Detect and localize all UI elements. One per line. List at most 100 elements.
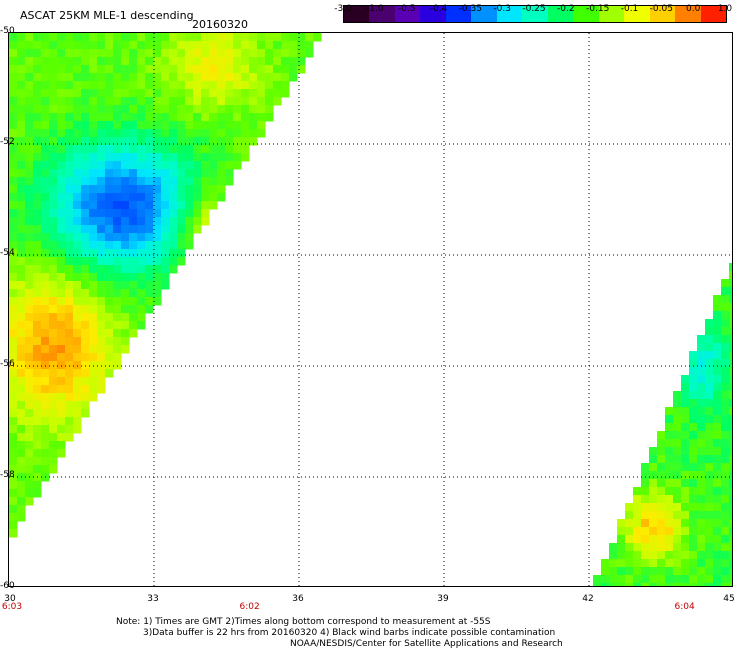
data-cell bbox=[129, 57, 138, 66]
data-cell bbox=[33, 129, 42, 138]
data-cell bbox=[137, 241, 146, 250]
data-cell bbox=[105, 369, 114, 378]
data-cell bbox=[81, 393, 90, 402]
data-cell bbox=[665, 439, 674, 448]
data-cell bbox=[601, 567, 610, 576]
data-cell bbox=[697, 415, 706, 424]
data-cell bbox=[705, 391, 714, 400]
data-cell bbox=[713, 295, 722, 304]
data-cell bbox=[17, 201, 26, 210]
data-cell bbox=[201, 169, 210, 178]
data-cell bbox=[73, 137, 82, 146]
data-cell bbox=[705, 583, 714, 586]
data-cell bbox=[649, 583, 658, 586]
data-cell bbox=[97, 137, 106, 146]
data-cell bbox=[241, 33, 250, 42]
data-cell bbox=[9, 105, 18, 114]
data-cell bbox=[17, 153, 26, 162]
data-cell bbox=[193, 177, 202, 186]
data-cell bbox=[153, 249, 162, 258]
data-cell bbox=[81, 49, 90, 58]
data-cell bbox=[713, 463, 722, 472]
data-cell bbox=[57, 377, 66, 386]
data-cell bbox=[265, 73, 274, 82]
data-cell bbox=[265, 81, 274, 90]
data-cell bbox=[713, 495, 722, 504]
data-cell bbox=[705, 543, 714, 552]
data-cell bbox=[673, 447, 682, 456]
data-cell bbox=[89, 209, 98, 218]
data-cell bbox=[665, 551, 674, 560]
data-cell bbox=[185, 169, 194, 178]
data-cell bbox=[697, 487, 706, 496]
data-cell bbox=[105, 89, 114, 98]
data-cell bbox=[721, 399, 730, 408]
data-cell bbox=[49, 113, 58, 122]
data-cell bbox=[89, 161, 98, 170]
data-cell bbox=[105, 257, 114, 266]
data-cell bbox=[49, 465, 58, 474]
data-cell bbox=[297, 41, 306, 50]
data-cell bbox=[697, 551, 706, 560]
data-cell bbox=[137, 113, 146, 122]
data-cell bbox=[657, 575, 666, 584]
data-cell bbox=[689, 399, 698, 408]
data-cell bbox=[97, 249, 106, 258]
data-cell bbox=[89, 201, 98, 210]
data-cell bbox=[105, 201, 114, 210]
data-cell bbox=[81, 129, 90, 138]
data-cell bbox=[65, 393, 74, 402]
data-cell bbox=[81, 345, 90, 354]
data-cell bbox=[33, 481, 42, 490]
colorbar-segment bbox=[649, 6, 676, 22]
data-cell bbox=[73, 41, 82, 50]
data-cell bbox=[65, 57, 74, 66]
data-cell bbox=[41, 329, 50, 338]
data-cell bbox=[641, 479, 650, 488]
data-cell bbox=[657, 495, 666, 504]
data-cell bbox=[209, 57, 218, 66]
data-cell bbox=[17, 65, 26, 74]
data-cell bbox=[9, 449, 18, 458]
data-cell bbox=[129, 273, 138, 282]
data-cell bbox=[169, 137, 178, 146]
data-cell bbox=[233, 81, 242, 90]
data-cell bbox=[49, 369, 58, 378]
data-cell bbox=[113, 129, 122, 138]
data-cell bbox=[161, 217, 170, 226]
data-cell bbox=[113, 121, 122, 130]
data-cell bbox=[121, 313, 130, 322]
data-cell bbox=[25, 265, 34, 274]
data-cell bbox=[705, 487, 714, 496]
data-cell bbox=[681, 455, 690, 464]
data-cell bbox=[89, 265, 98, 274]
data-cell bbox=[41, 185, 50, 194]
data-cell bbox=[41, 265, 50, 274]
data-cell bbox=[129, 105, 138, 114]
data-cell bbox=[17, 353, 26, 362]
data-cell bbox=[25, 297, 34, 306]
data-cell bbox=[713, 527, 722, 536]
data-cell bbox=[97, 129, 106, 138]
data-cell bbox=[73, 257, 82, 266]
colorbar-tick-label: -0.5 bbox=[397, 4, 416, 14]
lon-tick-label: 30 bbox=[4, 594, 16, 604]
data-cell bbox=[33, 449, 42, 458]
data-cell bbox=[713, 335, 722, 344]
data-cell bbox=[25, 201, 34, 210]
time-label: 6:02 bbox=[239, 602, 260, 612]
data-cell bbox=[57, 41, 66, 50]
data-cell bbox=[305, 49, 314, 58]
data-cell bbox=[249, 105, 258, 114]
data-cell bbox=[225, 137, 234, 146]
data-cell bbox=[49, 65, 58, 74]
data-cell bbox=[65, 137, 74, 146]
data-cell bbox=[17, 73, 26, 82]
data-cell bbox=[697, 455, 706, 464]
data-cell bbox=[41, 441, 50, 450]
data-cell bbox=[97, 73, 106, 82]
data-cell bbox=[681, 559, 690, 568]
data-cell bbox=[169, 41, 178, 50]
data-cell bbox=[9, 97, 18, 106]
data-cell bbox=[25, 289, 34, 298]
